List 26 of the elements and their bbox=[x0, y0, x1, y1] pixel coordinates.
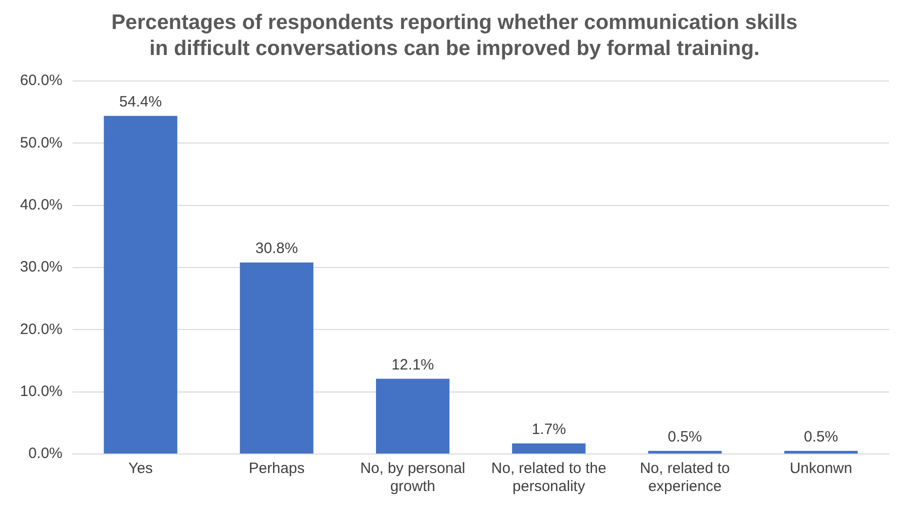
x-tick-label: No, related to experience bbox=[640, 460, 730, 496]
data-label: 30.8% bbox=[255, 240, 298, 258]
data-label: 1.7% bbox=[532, 421, 566, 438]
chart-title: Percentages of respondents reporting whether communication skills in difficult conversations can be improved by formal training. bbox=[110, 10, 799, 62]
y-tick-label: 30.0% bbox=[20, 258, 63, 276]
x-tick-label: Yes bbox=[128, 460, 153, 478]
bar bbox=[104, 116, 178, 454]
data-label: 12.1% bbox=[391, 356, 434, 374]
x-tick-label: No, related to the personality bbox=[491, 460, 606, 496]
x-tick-label: No, by personal growth bbox=[360, 460, 466, 496]
bar bbox=[376, 378, 450, 454]
bar bbox=[512, 443, 586, 454]
data-label: 0.5% bbox=[668, 428, 702, 446]
y-tick-label: 60.0% bbox=[20, 72, 63, 90]
y-tick-label: 40.0% bbox=[20, 196, 63, 214]
bar bbox=[648, 450, 722, 454]
y-tick-label: 50.0% bbox=[20, 134, 63, 152]
data-label: 0.5% bbox=[804, 428, 838, 446]
data-label: 54.4% bbox=[119, 93, 162, 110]
bar bbox=[784, 450, 858, 454]
y-tick-label: 20.0% bbox=[20, 320, 63, 338]
x-tick-label: Perhaps bbox=[248, 460, 305, 478]
x-tick-label: Unkonwn bbox=[790, 460, 852, 478]
bar bbox=[240, 262, 314, 454]
y-tick-label: 0.0% bbox=[28, 445, 63, 462]
y-tick-label: 10.0% bbox=[20, 382, 63, 400]
